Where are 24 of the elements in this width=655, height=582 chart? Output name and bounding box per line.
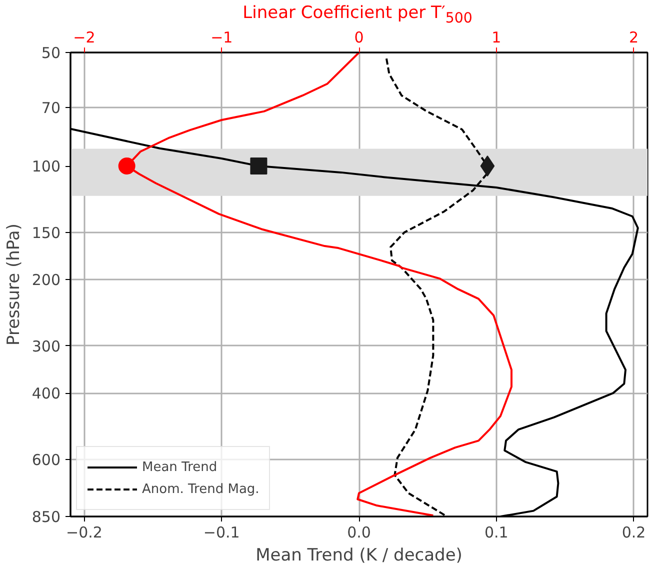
x-tick-label: −0.1 <box>203 524 240 542</box>
x2-tick-label: −1 <box>210 28 233 46</box>
x2-axis-title: Linear Coefficient per T′$_{500}$ <box>242 2 472 28</box>
y-tick-label: 100 <box>32 158 61 176</box>
y-tick-label: 200 <box>32 271 61 290</box>
y-tick-label: 600 <box>32 450 61 469</box>
x-tick-label: 0.0 <box>347 524 371 542</box>
x2-tick-label: −2 <box>73 28 96 46</box>
y-tick-label: 150 <box>32 224 61 242</box>
x-axis-title: Mean Trend (K / decade) <box>256 546 462 566</box>
x2-tick-label: 2 <box>628 28 639 46</box>
x2-tick-label: 0 <box>354 28 364 46</box>
legend-label: Anom. Trend Mag. <box>142 481 260 497</box>
y-tick-label: 400 <box>32 384 61 403</box>
legend-label: Mean Trend <box>142 459 218 475</box>
x-tick-label: −0.2 <box>66 524 102 542</box>
x-tick-label: 0.2 <box>622 524 646 542</box>
y-tick-label: 300 <box>32 337 61 356</box>
y-axis-title: Pressure (hPa) <box>4 224 24 346</box>
y-tick-label: 70 <box>41 99 61 118</box>
x-tick-label: 0.1 <box>484 524 508 542</box>
y-tick-label: 50 <box>41 44 61 62</box>
x2-tick-label: 1 <box>492 28 502 46</box>
y-tick-label: 850 <box>32 508 61 526</box>
